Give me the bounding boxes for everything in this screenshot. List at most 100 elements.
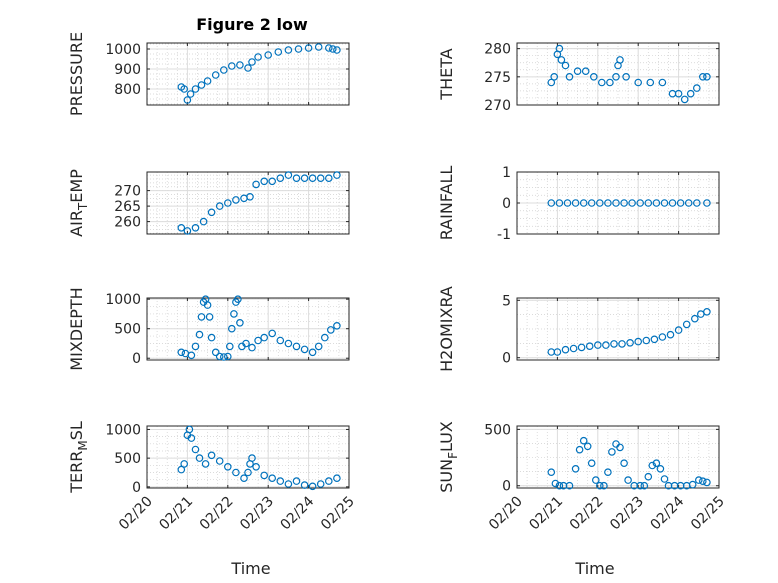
sun_flux-data-point (595, 481, 604, 490)
air_temp-ylabel: AIRTEMP (67, 169, 90, 237)
mixdepth-data-point (228, 324, 236, 333)
air_temp-data-point (324, 174, 333, 183)
theta-data-point (547, 78, 556, 87)
terr_msl-data-point (284, 480, 293, 488)
h2omixra-data-point (674, 326, 683, 334)
pressure-data-point (324, 44, 333, 52)
mixdepth-data-point (207, 333, 216, 342)
h2omixra-data-point (547, 348, 556, 356)
pressure-data-point (183, 96, 192, 104)
rainfall-data-point (660, 199, 669, 207)
air_temp-data-point (199, 217, 208, 226)
subplot-rainfall: -1 0 1 RAINFALL (437, 165, 720, 243)
mixdepth-data-point (211, 348, 220, 357)
pressure-data-point (191, 85, 200, 93)
h2omixra-data-point (690, 314, 699, 323)
theta-data-point (634, 78, 643, 87)
pressure-ylabel: PRESSURE (67, 32, 86, 116)
pressure-data-point (294, 45, 303, 53)
rainfall-data-point (604, 199, 612, 207)
terr_msl-data-point (232, 468, 240, 477)
air_temp-data-point (260, 177, 269, 186)
pressure-data-point (248, 58, 256, 66)
h2omixra-data-point (553, 348, 562, 356)
sun_flux-data-point (616, 443, 624, 452)
pressure-data-point (264, 51, 273, 59)
air_temp-ytick-label: 260 (114, 215, 141, 231)
mixdepth-data-point (234, 295, 242, 304)
rainfall-data-point (612, 199, 620, 207)
rainfall-data-point (703, 199, 711, 207)
theta-data-point (589, 73, 598, 81)
pressure-axes-box (146, 42, 350, 106)
theta-data-point (581, 67, 590, 76)
sun_flux-data-point (624, 476, 632, 484)
air_temp-data-point (215, 202, 224, 210)
pressure-data-point (284, 46, 293, 54)
theta-data-point (565, 73, 574, 81)
terr_msl-xtick-label: 02/21 (156, 494, 196, 534)
pressure-data-point (333, 46, 341, 54)
pressure-data-point (274, 48, 283, 56)
h2omixra-data-point (696, 310, 705, 318)
sun_flux-data-point (555, 481, 564, 490)
pressure-data-point (180, 85, 189, 93)
theta-ytick-label: 270 (484, 98, 511, 114)
terr_msl-data-point (195, 454, 204, 462)
theta-ytick-label: 275 (484, 70, 511, 86)
sun_flux-data-point (571, 464, 580, 473)
terr_msl-ylabel: TERRMSL (67, 421, 90, 494)
terr_msl-xtick-label: 02/22 (197, 494, 237, 534)
pressure-data-point (203, 77, 212, 85)
rainfall-data-point (636, 199, 645, 207)
sun_flux-xtick-label: 02/23 (607, 494, 647, 534)
terr_msl-data-point (324, 477, 333, 485)
sun_flux-data-point (694, 476, 703, 484)
theta-data-point (612, 73, 620, 81)
sun_flux-xtick-label: 02/24 (648, 493, 688, 533)
terr_msl-data-point (292, 477, 301, 485)
terr_msl-data-point (248, 454, 256, 462)
terr_msl-data-point (260, 471, 269, 480)
mixdepth-data-point (248, 343, 256, 352)
pressure-ytick-label: 1000 (105, 42, 141, 58)
terr_msl-data-point (185, 425, 194, 434)
pressure-data-point (236, 61, 244, 69)
h2omixra-data-point (666, 330, 675, 339)
mixdepth-data-point (205, 313, 214, 321)
sun_flux-xtick-label: 02/25 (688, 494, 728, 534)
terr_msl-data-point (276, 477, 285, 485)
sun_flux-data-point (640, 481, 649, 490)
terr_msl-data-point (180, 460, 189, 468)
h2omixra-data-point (626, 338, 634, 347)
mixdepth-ytick-label: 500 (114, 322, 141, 338)
theta-data-point (646, 78, 655, 87)
air_temp-data-point (292, 174, 301, 183)
h2omixra-data-point (682, 320, 691, 329)
terr_msl-axes-box (146, 425, 350, 489)
sun_flux-data-point (575, 445, 584, 454)
air_temp-data-point (300, 174, 309, 183)
theta-data-point (674, 89, 683, 98)
h2omixra-data-point (593, 341, 602, 349)
air_temp-data-point (246, 193, 254, 201)
terr_msl-data-point (244, 468, 252, 477)
pressure-ytick-label: 900 (114, 62, 141, 78)
sun_flux-data-point (547, 468, 556, 477)
rainfall-data-point (676, 199, 685, 207)
figure-title: Figure 2 low (196, 15, 308, 34)
air_temp-data-point (316, 174, 325, 183)
h2omixra-data-point (561, 345, 570, 354)
sun_flux-data-point (698, 477, 707, 486)
rainfall-data-point (684, 199, 693, 207)
mixdepth-data-point (177, 348, 186, 357)
terr_msl-data-point (316, 480, 325, 488)
terr_msl-xtick-label: 02/23 (237, 494, 277, 534)
air_temp-ytick-label: 265 (114, 199, 141, 215)
theta-axes-box (516, 42, 720, 106)
mixdepth-data-point (314, 342, 323, 351)
sun_flux-data-point (587, 459, 596, 468)
rainfall-data-point (547, 199, 556, 207)
air_temp-data-point (177, 224, 186, 232)
